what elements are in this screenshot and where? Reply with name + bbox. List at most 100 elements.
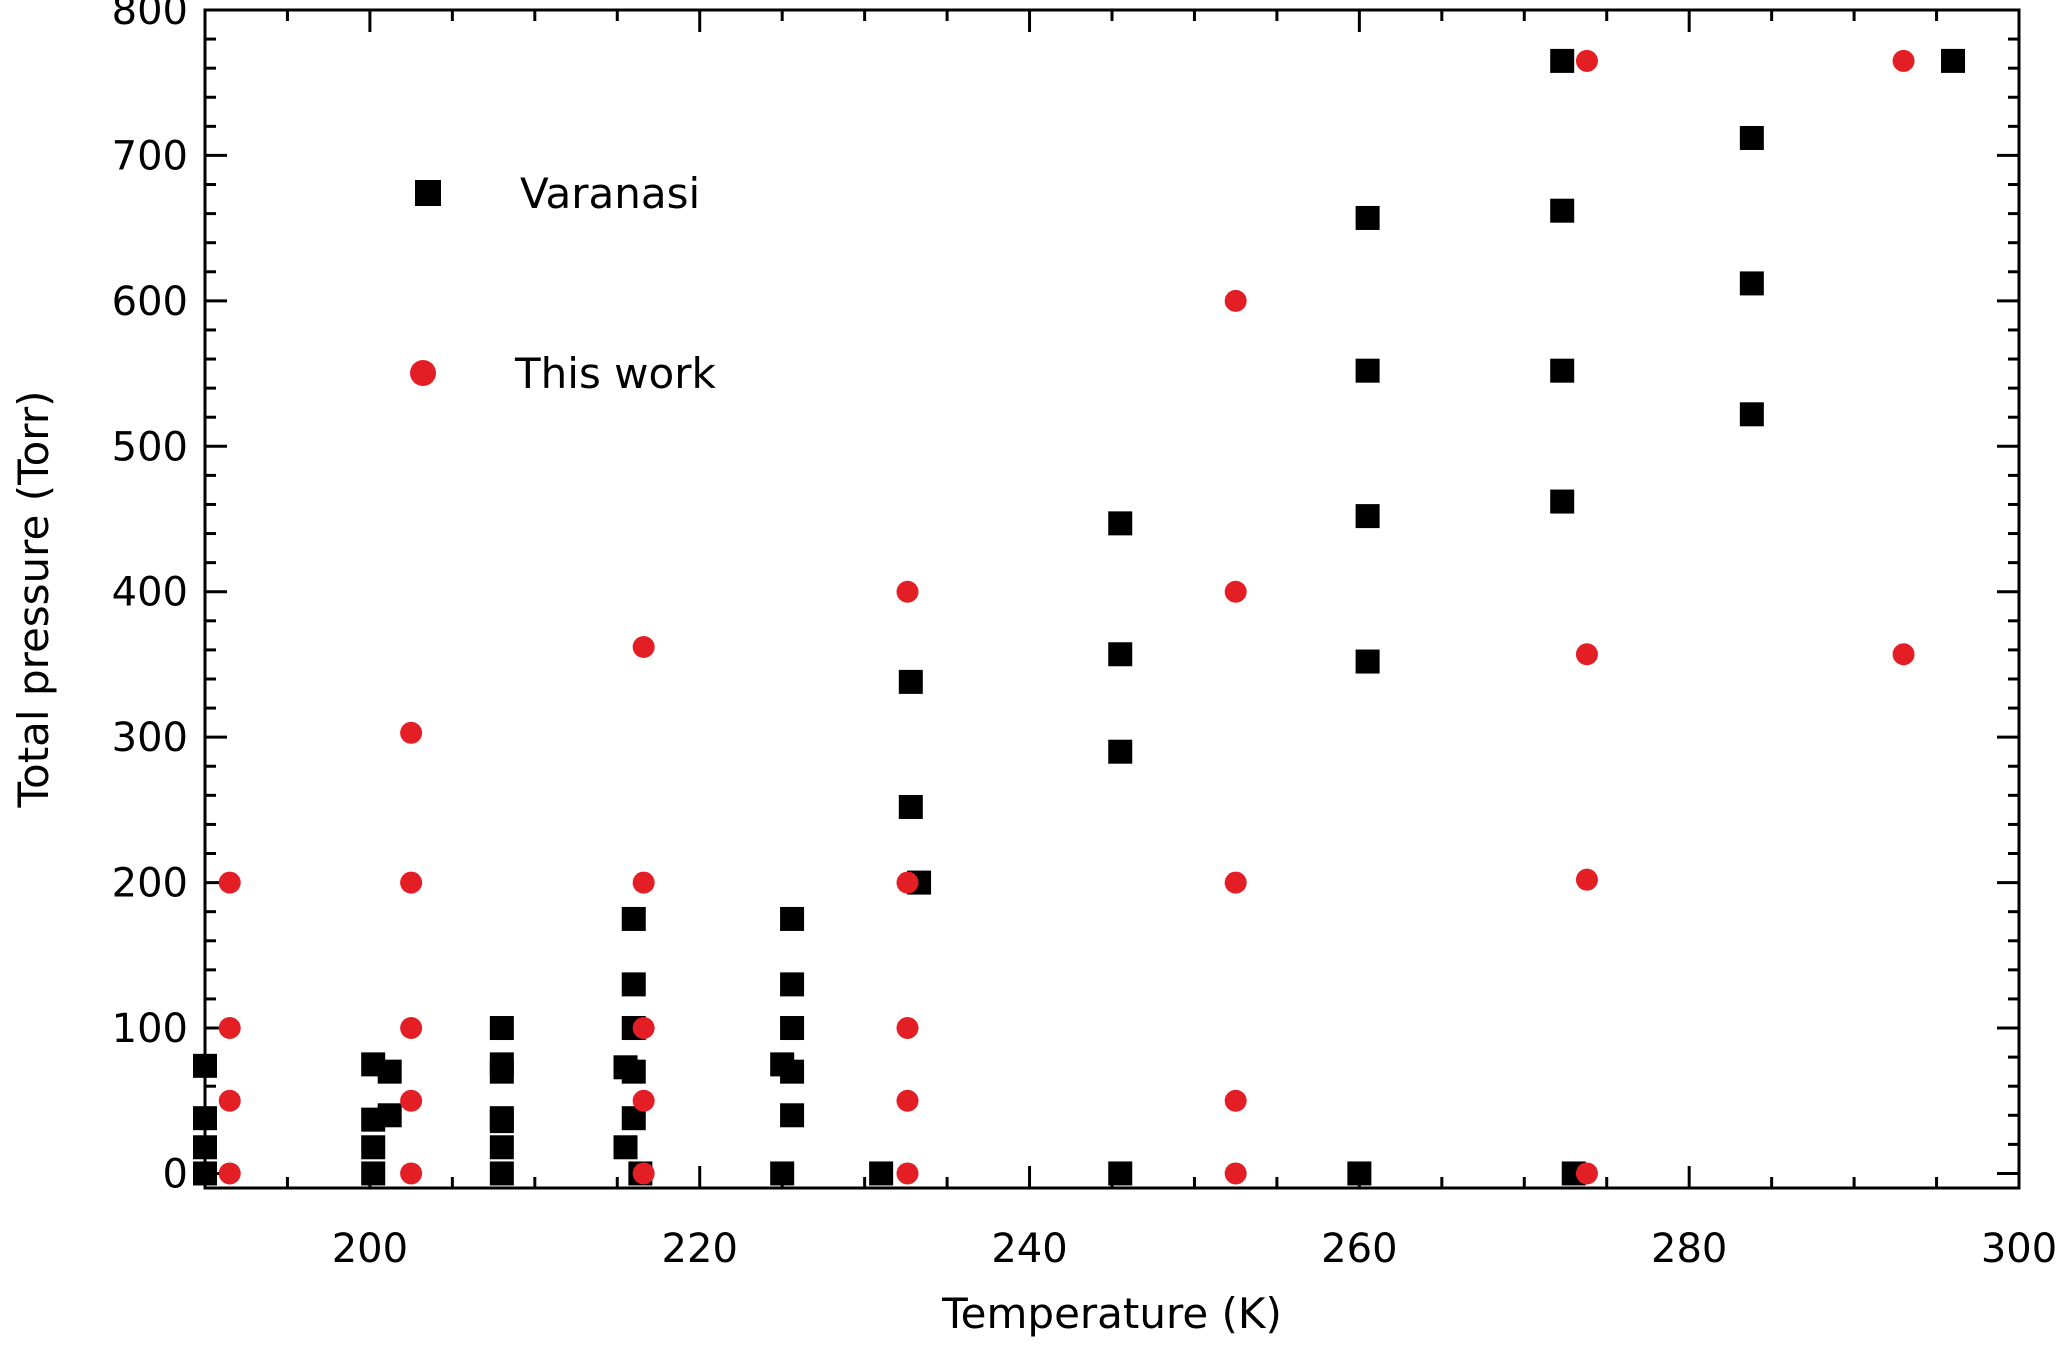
varanasi-point: [770, 1161, 795, 1186]
y-tick-label: 700: [112, 133, 188, 179]
this-work-point: [896, 1089, 919, 1112]
varanasi-point: [193, 1135, 217, 1160]
y-tick-label: 800: [112, 0, 188, 34]
varanasi-point: [377, 1103, 402, 1128]
x-tick-label: 240: [991, 1226, 1067, 1272]
this-work-point: [1575, 643, 1598, 666]
varanasi-point: [193, 1053, 217, 1078]
this-work-point: [1224, 580, 1247, 603]
this-work-point: [1224, 1162, 1247, 1185]
x-tick-label: 280: [1651, 1226, 1727, 1272]
y-tick-label: 400: [112, 570, 188, 616]
data-points: [193, 48, 1966, 1186]
varanasi-point: [1550, 358, 1575, 383]
varanasi-point: [613, 1135, 638, 1160]
varanasi-point: [780, 1016, 805, 1041]
varanasi-point: [1550, 489, 1575, 514]
this-work-point: [400, 1089, 423, 1112]
this-work-point: [632, 1089, 655, 1112]
varanasi-point: [489, 1161, 514, 1186]
varanasi-point: [621, 1059, 646, 1084]
varanasi-point: [1108, 739, 1133, 764]
this-work-point: [218, 1162, 241, 1185]
x-axis-title: Temperature (K): [941, 1289, 1282, 1338]
y-tick-label: 100: [112, 1006, 188, 1052]
plot-frame: [203, 8, 2021, 1190]
this-work-point: [896, 871, 919, 894]
x-tick-label: 300: [1981, 1226, 2057, 1272]
varanasi-point: [377, 1059, 402, 1084]
axis-tick-labels: 200 220 240 260 280 300 0 100 200 300 400 500 600 700…: [112, 0, 2058, 1272]
varanasi-point: [361, 1161, 386, 1186]
this-work-point: [400, 721, 423, 744]
this-work-point: [1892, 643, 1915, 666]
varanasi-point: [1355, 205, 1380, 230]
varanasi-point: [1108, 511, 1133, 536]
varanasi-point: [193, 1106, 217, 1131]
this-work-point: [632, 1017, 655, 1040]
varanasi-point: [1739, 402, 1764, 427]
y-tick-label: 500: [112, 424, 188, 470]
y-axis-title: Total pressure (Torr): [9, 391, 58, 809]
varanasi-point: [780, 906, 805, 931]
this-work-point: [400, 871, 423, 894]
this-work-point: [632, 635, 655, 658]
varanasi-point: [780, 972, 805, 997]
varanasi-point: [489, 1016, 514, 1041]
this-work-point: [1224, 289, 1247, 312]
varanasi-point: [621, 972, 646, 997]
varanasi-point: [621, 906, 646, 931]
this-work-point: [1224, 1089, 1247, 1112]
varanasi-point: [193, 1161, 217, 1186]
this-work-point: [896, 1162, 919, 1185]
varanasi-point: [489, 1135, 514, 1160]
this-work-point: [1575, 1162, 1598, 1185]
y-tick-label: 300: [112, 715, 188, 761]
this-work-point: [1892, 49, 1915, 72]
legend-label-this-work: This work: [514, 349, 716, 398]
this-work-point: [218, 1017, 241, 1040]
legend-marker-this-work: [410, 360, 436, 386]
this-work-point: [632, 871, 655, 894]
y-tick-label: 200: [112, 861, 188, 907]
varanasi-point: [1347, 1161, 1372, 1186]
varanasi-point: [1550, 198, 1575, 223]
this-work-point: [896, 580, 919, 603]
varanasi-point: [1550, 48, 1575, 73]
varanasi-point: [1739, 125, 1764, 150]
this-work-point: [896, 1017, 919, 1040]
varanasi-point: [869, 1161, 894, 1186]
x-tick-label: 220: [662, 1226, 738, 1272]
varanasi-point: [1941, 48, 1966, 73]
legend-label-varanasi: Varanasi: [520, 169, 700, 218]
varanasi-point: [780, 1103, 805, 1128]
legend: Varanasi This work: [410, 169, 716, 398]
varanasi-point: [1108, 642, 1133, 667]
varanasi-point: [1108, 1161, 1133, 1186]
varanasi-point: [489, 1059, 514, 1084]
varanasi-point: [361, 1135, 386, 1160]
y-tick-label: 0: [163, 1151, 188, 1197]
this-work-point: [1224, 871, 1247, 894]
this-work-point: [400, 1162, 423, 1185]
varanasi-point: [1355, 504, 1380, 529]
this-work-point: [632, 1162, 655, 1185]
this-work-point: [1575, 868, 1598, 891]
this-work-point: [218, 871, 241, 894]
this-work-point: [1575, 49, 1598, 72]
axis-ticks: [203, 8, 2021, 1188]
varanasi-point: [489, 1109, 514, 1134]
varanasi-point: [898, 794, 923, 819]
legend-marker-varanasi: [415, 180, 441, 206]
varanasi-point: [898, 669, 923, 694]
x-tick-label: 200: [332, 1226, 408, 1272]
varanasi-point: [1355, 649, 1380, 674]
varanasi-point: [780, 1059, 805, 1084]
varanasi-point: [1355, 358, 1380, 383]
varanasi-point: [1739, 271, 1764, 296]
this-work-point: [218, 1089, 241, 1112]
x-tick-label: 260: [1321, 1226, 1397, 1272]
this-work-point: [400, 1017, 423, 1040]
y-tick-label: 600: [112, 279, 188, 325]
